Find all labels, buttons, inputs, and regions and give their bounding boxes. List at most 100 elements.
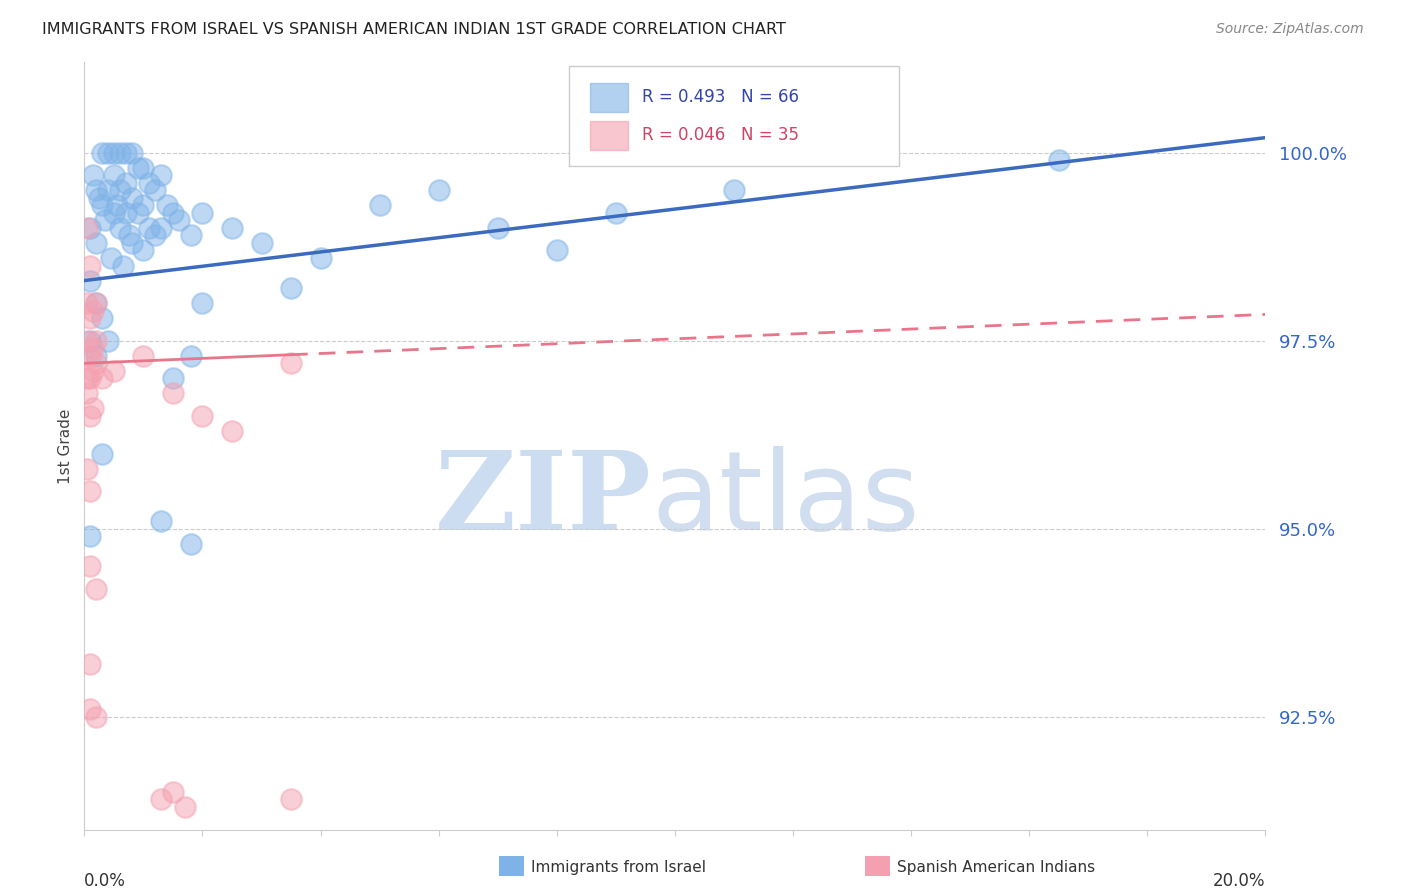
Point — [546, 244, 568, 258]
Point — [180, 537, 202, 551]
Point — [138, 176, 160, 190]
Point — [150, 792, 173, 806]
Point — [79, 529, 101, 543]
Point — [108, 145, 131, 160]
Point — [132, 161, 155, 175]
Point — [280, 792, 302, 806]
Point — [91, 145, 114, 160]
Point — [132, 198, 155, 212]
Point — [82, 401, 104, 416]
Point — [82, 364, 104, 378]
Point — [121, 145, 143, 160]
Point — [143, 183, 166, 197]
Bar — [591, 120, 627, 150]
Point — [84, 582, 107, 596]
FancyBboxPatch shape — [568, 66, 900, 166]
Point — [97, 334, 120, 348]
Point — [103, 145, 125, 160]
Point — [121, 191, 143, 205]
Point — [118, 228, 141, 243]
Point — [82, 341, 104, 355]
Point — [84, 296, 107, 310]
Point — [114, 176, 136, 190]
Point — [79, 484, 101, 499]
Point — [167, 213, 190, 227]
Point — [79, 559, 101, 574]
Point — [97, 145, 120, 160]
Point — [173, 800, 195, 814]
Text: ZIP: ZIP — [434, 446, 651, 553]
Point — [108, 183, 131, 197]
Point — [132, 244, 155, 258]
Y-axis label: 1st Grade: 1st Grade — [58, 409, 73, 483]
Point — [103, 364, 125, 378]
Point — [79, 334, 101, 348]
Text: Immigrants from Israel: Immigrants from Israel — [531, 860, 706, 874]
Point — [1047, 153, 1070, 168]
Point — [250, 235, 273, 250]
Point — [79, 657, 101, 672]
Bar — [591, 83, 627, 112]
Point — [162, 206, 184, 220]
Point — [180, 349, 202, 363]
Point — [162, 371, 184, 385]
Point — [105, 198, 128, 212]
Point — [82, 303, 104, 318]
Point — [150, 220, 173, 235]
Point — [111, 259, 134, 273]
Point — [76, 371, 98, 385]
Point — [162, 785, 184, 799]
Point — [486, 220, 509, 235]
Point — [150, 168, 173, 182]
Point — [150, 514, 173, 528]
Text: R = 0.493   N = 66: R = 0.493 N = 66 — [641, 88, 799, 106]
Point — [76, 334, 98, 348]
Text: IMMIGRANTS FROM ISRAEL VS SPANISH AMERICAN INDIAN 1ST GRADE CORRELATION CHART: IMMIGRANTS FROM ISRAEL VS SPANISH AMERIC… — [42, 22, 786, 37]
Point — [91, 371, 114, 385]
Point — [87, 191, 111, 205]
Point — [84, 356, 107, 370]
Text: R = 0.046   N = 35: R = 0.046 N = 35 — [641, 127, 799, 145]
Point — [79, 409, 101, 423]
Point — [191, 409, 214, 423]
Text: 0.0%: 0.0% — [84, 871, 127, 889]
Point — [127, 206, 149, 220]
Point — [79, 371, 101, 385]
Point — [91, 311, 114, 326]
Point — [76, 296, 98, 310]
Point — [156, 198, 179, 212]
Point — [82, 168, 104, 182]
Point — [427, 183, 450, 197]
Point — [79, 274, 101, 288]
Point — [79, 259, 101, 273]
Point — [84, 349, 107, 363]
Point — [79, 220, 101, 235]
Text: atlas: atlas — [651, 446, 920, 553]
Point — [280, 281, 302, 295]
Point — [309, 251, 332, 265]
Point — [91, 446, 114, 460]
Text: 20.0%: 20.0% — [1213, 871, 1265, 889]
Point — [127, 161, 149, 175]
Point — [108, 220, 131, 235]
Point — [91, 198, 114, 212]
Point — [221, 220, 243, 235]
Point — [84, 235, 107, 250]
Point — [79, 311, 101, 326]
Point — [84, 296, 107, 310]
Point — [76, 220, 98, 235]
Point — [84, 710, 107, 724]
Point — [162, 386, 184, 401]
Point — [114, 145, 136, 160]
Point — [138, 220, 160, 235]
Point — [121, 235, 143, 250]
Point — [605, 206, 627, 220]
Point — [191, 296, 214, 310]
Point — [76, 461, 98, 475]
Point — [368, 198, 391, 212]
Point — [94, 213, 117, 227]
Point — [103, 206, 125, 220]
Point — [180, 228, 202, 243]
Point — [191, 206, 214, 220]
Text: Source: ZipAtlas.com: Source: ZipAtlas.com — [1216, 22, 1364, 37]
